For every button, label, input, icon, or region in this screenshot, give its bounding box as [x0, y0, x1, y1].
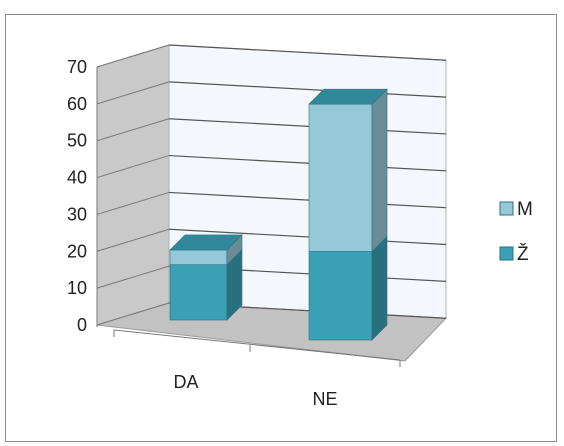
gridline-side	[96, 191, 170, 215]
bar-front	[308, 103, 373, 252]
gridline-side	[96, 118, 170, 142]
gridline-side	[96, 265, 170, 289]
y-tick-label: 0	[77, 315, 87, 335]
legend: MŽ	[499, 199, 533, 265]
gridline	[168, 154, 447, 172]
bar-top	[169, 234, 243, 251]
bar-segment	[169, 234, 243, 266]
y-tick-label: 70	[67, 57, 87, 77]
bar-front	[169, 264, 228, 321]
y-tick-label: 60	[67, 94, 87, 114]
y-tick-labels: 0 10 20 30 40 50 60 70	[67, 57, 87, 335]
gridline-side	[96, 44, 170, 68]
gridline-side	[96, 302, 170, 326]
gridline	[168, 81, 447, 98]
y-tick-label: 40	[67, 168, 87, 188]
gridline	[168, 118, 447, 135]
side-wall	[96, 44, 170, 326]
gridline-side	[96, 155, 170, 179]
y-tick-label: 10	[67, 278, 87, 298]
bar-front	[169, 249, 228, 266]
axes	[96, 67, 401, 367]
bar-side	[371, 88, 388, 253]
bars	[169, 88, 388, 341]
bar-segment	[169, 248, 243, 321]
x-tick-label: DA	[173, 372, 198, 392]
legend-item: M	[499, 199, 533, 220]
y-tick-label: 20	[67, 241, 87, 261]
gridline	[168, 228, 447, 246]
y-tick-label: 50	[67, 131, 87, 151]
bar-segment	[308, 235, 388, 341]
legend-swatch	[499, 246, 514, 261]
x-axis	[113, 329, 401, 361]
x-tick-labels: DA NE	[173, 372, 337, 409]
legend-label: Ž	[517, 243, 529, 265]
x-tick-label: NE	[312, 389, 337, 409]
gridline	[168, 191, 447, 209]
legend-swatch	[499, 201, 514, 216]
gridline-side	[96, 81, 170, 105]
gridline	[168, 44, 447, 61]
y-tick-label: 30	[67, 204, 87, 224]
bar-side	[371, 235, 388, 341]
bar-segment	[308, 88, 388, 253]
legend-label: M	[517, 199, 533, 220]
bar-front	[308, 251, 373, 341]
legend-item: Ž	[499, 243, 529, 265]
bar-top	[308, 88, 388, 105]
gridline-side	[96, 228, 170, 252]
chart-walls	[96, 44, 448, 362]
